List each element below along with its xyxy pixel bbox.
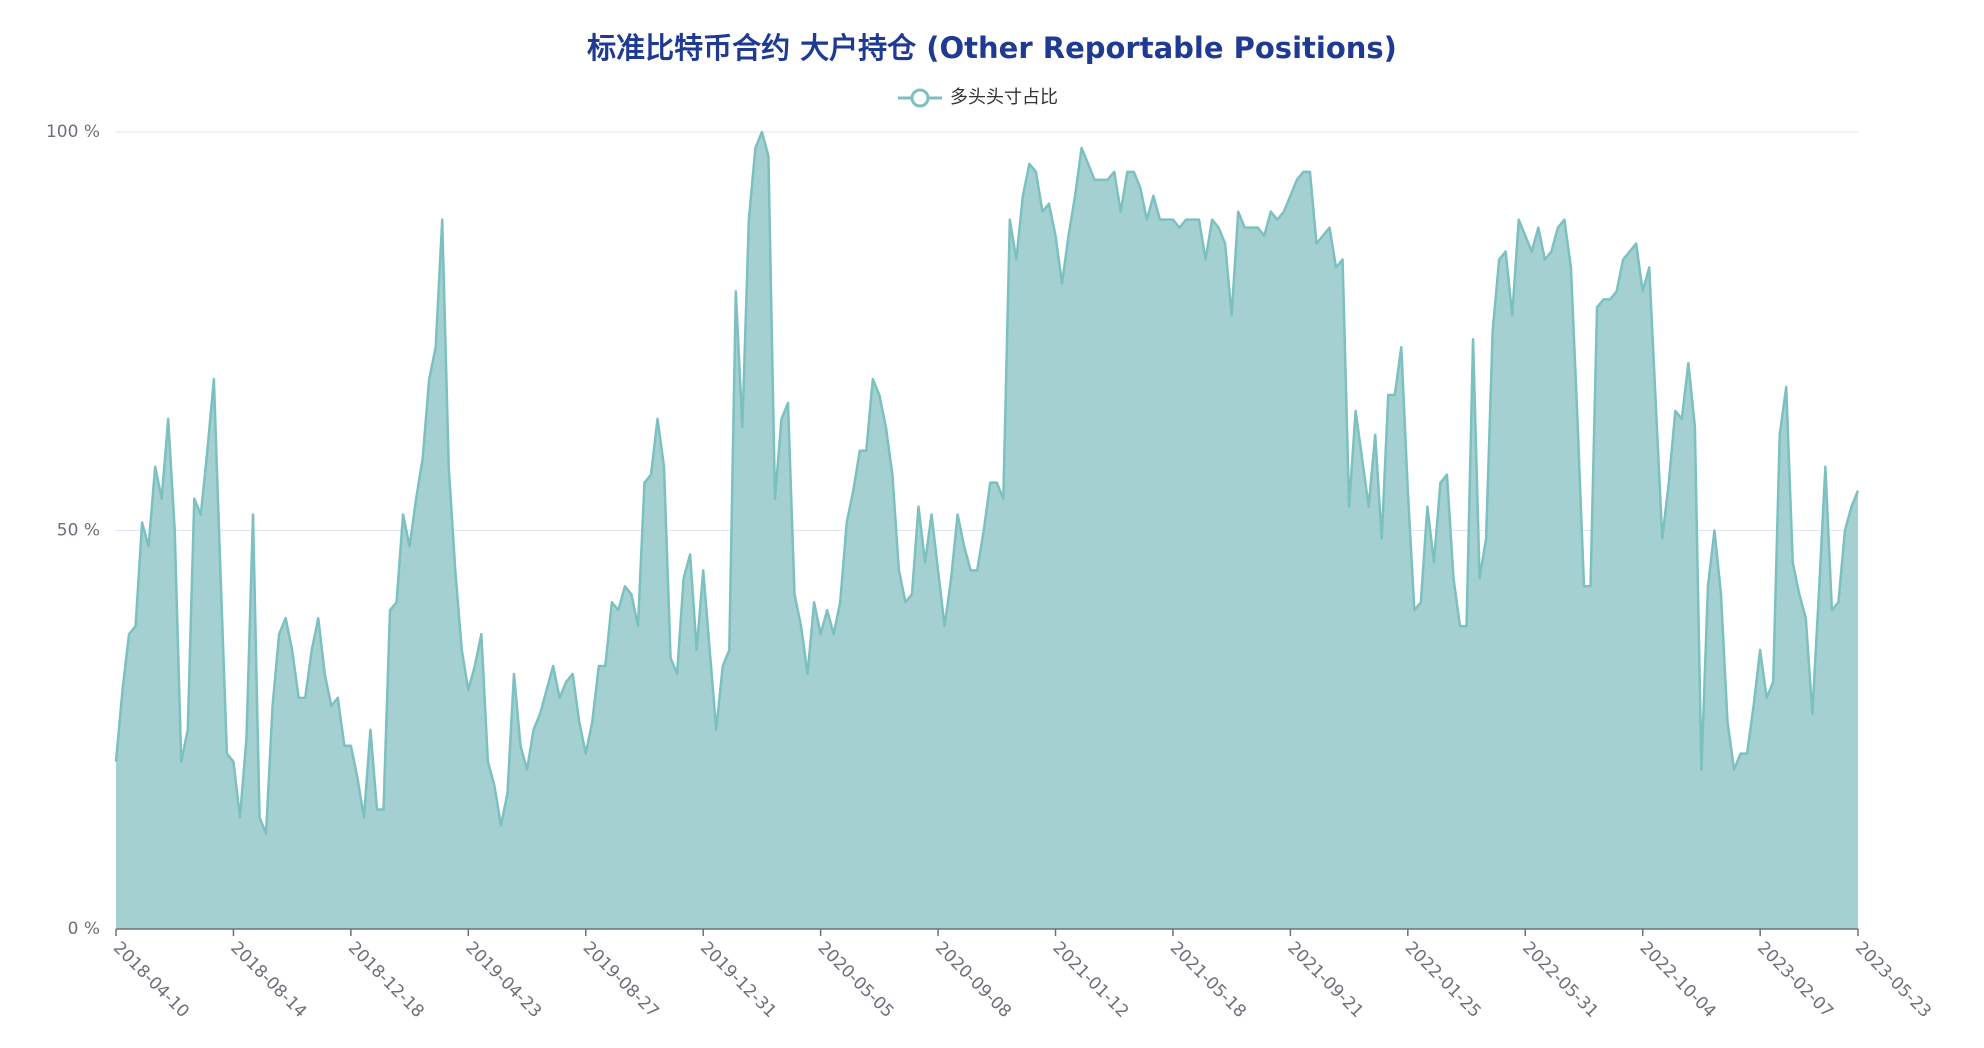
legend-label[interactable]: 多头头寸占比 [950, 87, 1058, 108]
x-tick-label: 2018-08-14 [226, 938, 310, 1022]
legend-marker[interactable] [910, 88, 930, 108]
x-tick-label: 2018-12-18 [344, 938, 428, 1022]
x-tick-label: 2020-09-08 [931, 938, 1015, 1022]
x-tick-label: 2023-05-23 [1851, 938, 1935, 1022]
chart-title: 标准比特币合约 大户持仓 (Other Reportable Positions… [587, 31, 1397, 65]
x-tick-label: 2019-08-27 [579, 938, 663, 1022]
y-tick-label: 0 % [68, 919, 100, 939]
x-tick-label: 2019-12-31 [696, 938, 780, 1022]
x-tick-label: 2021-09-21 [1283, 938, 1367, 1022]
x-tick-label: 2018-04-10 [109, 938, 193, 1022]
area [116, 132, 1858, 929]
x-tick-label: 2022-01-25 [1401, 938, 1485, 1022]
x-tick-label: 2022-10-04 [1636, 938, 1720, 1022]
x-tick-label: 2021-05-18 [1166, 938, 1250, 1022]
x-tick-label: 2021-01-12 [1048, 938, 1132, 1022]
y-tick-label: 50 % [57, 521, 100, 541]
x-tick-label: 2023-02-07 [1753, 938, 1837, 1022]
line [114, 130, 1860, 835]
x-tick-label: 2022-05-31 [1518, 938, 1602, 1022]
x-tick-label: 2019-04-23 [461, 938, 545, 1022]
x-tick-label: 2020-05-05 [814, 938, 898, 1022]
y-tick-label: 100 % [46, 122, 100, 142]
